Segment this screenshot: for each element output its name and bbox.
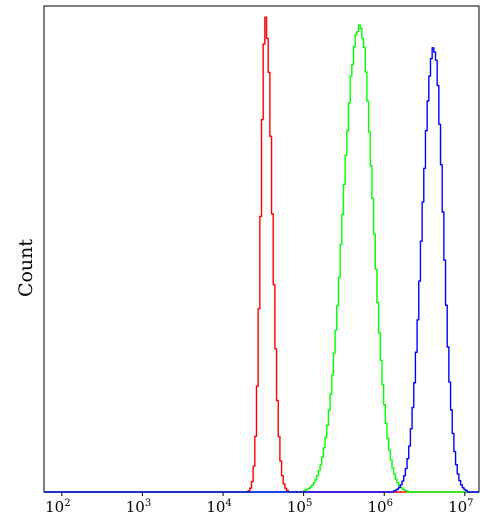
x-tick-label: 106 xyxy=(367,498,392,516)
x-tick-label: 107 xyxy=(448,498,473,516)
x-tick-label: 105 xyxy=(287,498,312,516)
x-tick-label: 103 xyxy=(126,498,151,516)
y-axis-label: Count xyxy=(15,239,37,297)
x-tick-label: 104 xyxy=(206,498,231,516)
histogram-series-3 xyxy=(44,47,479,493)
x-axis-ticks: 102 103 104 105 106 107 xyxy=(45,492,474,516)
series-layer xyxy=(44,16,479,493)
x-tick-label: 102 xyxy=(45,498,70,516)
plot-frame xyxy=(43,5,480,493)
